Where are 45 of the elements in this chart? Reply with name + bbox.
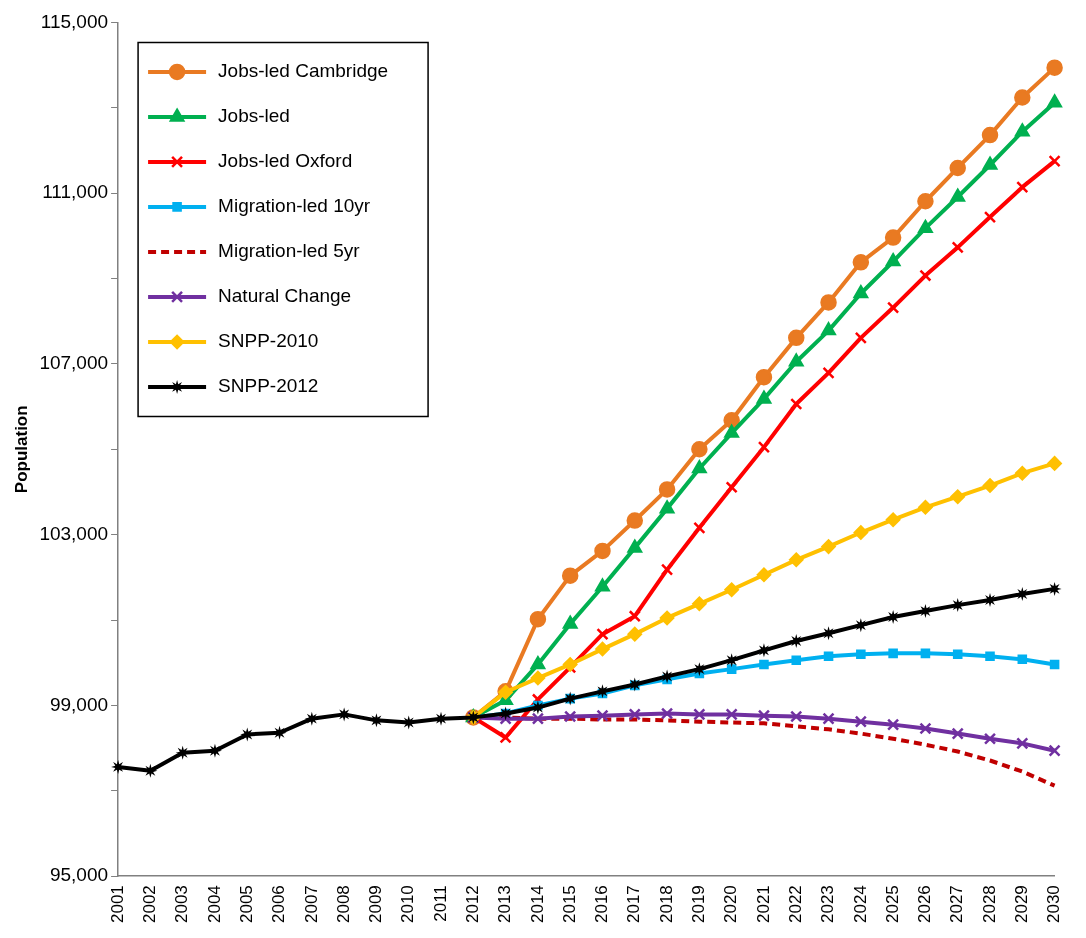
y-axis-title: Population	[11, 405, 31, 494]
legend-label: Jobs-led Cambridge	[218, 60, 389, 82]
x-tick-label: 2016	[592, 885, 612, 924]
x-tick-label: 2019	[689, 885, 709, 924]
x-tick-label: 2026	[915, 885, 935, 924]
legend-label: Migration-led 10yr	[218, 195, 371, 217]
x-tick-label: 2007	[301, 885, 321, 924]
legend-label: Migration-led 5yr	[218, 240, 361, 262]
x-tick-label: 2029	[1011, 885, 1031, 924]
x-tick-label: 2028	[979, 885, 999, 924]
x-tick-label: 2024	[850, 885, 870, 924]
x-tick-label: 2003	[172, 885, 192, 924]
x-tick-label: 2018	[656, 885, 676, 924]
x-tick-label: 2013	[495, 885, 515, 924]
y-tick-label: 103,000	[39, 522, 109, 544]
x-tick-label: 2027	[947, 885, 967, 924]
y-tick-label: 115,000	[40, 10, 109, 32]
x-tick-label: 2030	[1044, 885, 1064, 924]
x-tick-label: 2002	[140, 885, 160, 924]
x-tick-label: 2001	[107, 885, 127, 924]
x-tick-label: 2004	[204, 885, 224, 924]
x-tick-label: 2005	[236, 885, 256, 924]
legend-label: SNPP-2010	[218, 330, 319, 352]
y-tick-label: 95,000	[49, 864, 109, 886]
y-tick-label: 111,000	[42, 181, 109, 203]
x-tick-label: 2006	[269, 885, 289, 924]
x-tick-label: 2020	[721, 885, 741, 924]
x-tick-label: 2012	[463, 885, 482, 924]
x-tick-label: 2010	[398, 885, 418, 924]
x-tick-label: 2015	[559, 885, 579, 924]
x-tick-label: 2021	[753, 885, 773, 924]
x-tick-label: 2022	[785, 885, 805, 924]
y-tick-label: 99,000	[49, 693, 109, 715]
legend-label: Natural Change	[218, 285, 352, 307]
y-tick-label: 107,000	[39, 352, 109, 374]
legend-label: Jobs-led Oxford	[218, 150, 353, 172]
x-tick-label: 2008	[333, 885, 353, 924]
x-tick-label: 2023	[818, 885, 838, 924]
legend-label: Jobs-led	[218, 105, 290, 127]
x-tick-label: 2017	[624, 885, 644, 924]
x-tick-label: 2025	[882, 885, 902, 924]
x-tick-label: 2011	[430, 885, 450, 922]
x-tick-label: 2009	[366, 885, 386, 924]
x-tick-label: 2014	[527, 885, 547, 924]
legend-label: SNPP-2012	[218, 375, 319, 397]
